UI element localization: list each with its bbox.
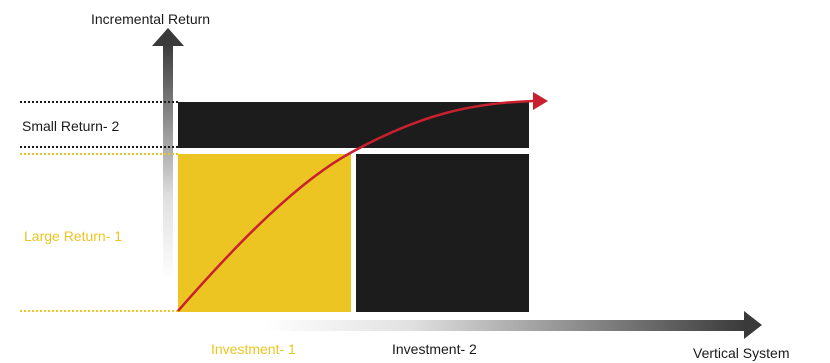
y-axis bbox=[152, 28, 184, 280]
arrow-right-icon bbox=[533, 92, 548, 110]
investment-2-label: Investment- 2 bbox=[392, 341, 477, 357]
y-axis-title: Incremental Return bbox=[91, 11, 211, 27]
y-axis-shaft bbox=[163, 44, 173, 280]
large-return-label: Large Return- 1 bbox=[24, 228, 123, 244]
small-return-label: Small Return- 2 bbox=[22, 118, 120, 134]
x-axis-title: Vertical System bbox=[693, 345, 790, 361]
x-axis-shaft bbox=[262, 320, 746, 331]
arrow-right-icon bbox=[744, 311, 762, 339]
small-return-block bbox=[178, 102, 529, 148]
x-axis bbox=[262, 311, 762, 339]
large-return-block bbox=[178, 154, 351, 312]
investment-1-label: Investment- 1 bbox=[211, 341, 296, 357]
investment-2-block bbox=[356, 154, 529, 312]
return-curve bbox=[177, 99, 535, 312]
arrow-up-icon bbox=[152, 28, 184, 46]
